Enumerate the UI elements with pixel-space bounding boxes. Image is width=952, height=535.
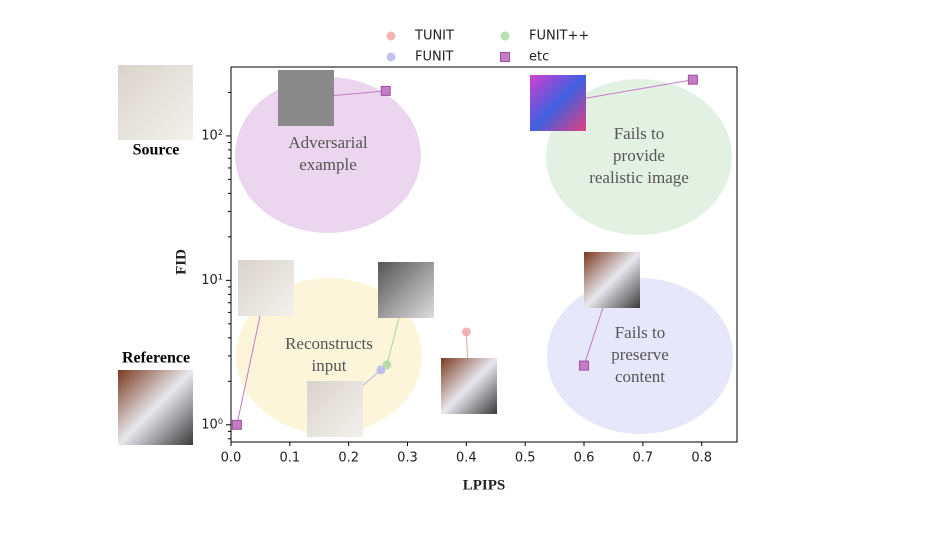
legend-marker (386, 31, 396, 41)
legend-label: etc (529, 50, 549, 65)
image (584, 252, 640, 308)
x-tick-label: 0.0 (221, 451, 242, 466)
legend-item: FUNIT (386, 50, 454, 65)
legend-label: TUNIT (414, 29, 454, 44)
annotation: content (615, 367, 665, 386)
point (380, 85, 391, 96)
annotation: Fails to (614, 124, 665, 143)
x-tick-label: 0.4 (456, 451, 477, 466)
image (307, 381, 363, 437)
annotation: preserve (611, 345, 669, 364)
image (118, 370, 193, 445)
image (441, 358, 497, 414)
image (118, 65, 193, 140)
image (278, 70, 334, 126)
x-tick-label: 0.3 (397, 451, 418, 466)
plot-frame (230, 66, 738, 443)
point (376, 365, 386, 375)
region (236, 278, 422, 434)
y-axis-label: FID (173, 249, 189, 275)
x-tick-label: 0.6 (574, 451, 595, 466)
point (461, 327, 471, 337)
legend-marker (500, 31, 510, 41)
region (547, 278, 733, 434)
point (382, 360, 392, 370)
y-tick-label: 10¹ (201, 273, 223, 288)
legend-item: etc (500, 50, 549, 65)
side-label: Reference (122, 350, 190, 367)
point (231, 419, 242, 430)
annotation: realistic image (589, 168, 689, 187)
legend-item: TUNIT (386, 29, 454, 44)
image (378, 262, 434, 318)
annotation: example (299, 155, 357, 174)
x-tick-label: 0.5 (515, 451, 536, 466)
legend-marker (500, 52, 510, 62)
legend-item: FUNIT++ (500, 29, 589, 44)
x-tick-label: 0.7 (633, 451, 654, 466)
point (687, 74, 698, 85)
y-tick-label: 10² (201, 128, 223, 143)
region (546, 79, 732, 235)
annotation: Adversarial (288, 133, 368, 152)
annotation: Reconstructs (285, 334, 373, 353)
annotation: input (312, 356, 347, 375)
x-tick-label: 0.8 (691, 451, 712, 466)
y-tick-label: 10⁰ (201, 417, 223, 432)
legend-label: FUNIT (415, 50, 454, 65)
annotation: provide (613, 146, 665, 165)
x-tick-label: 0.1 (279, 451, 300, 466)
x-tick-label: 0.2 (338, 451, 359, 466)
legend-marker (386, 52, 396, 62)
x-axis-label: LPIPS (463, 477, 506, 493)
annotation: Fails to (615, 323, 666, 342)
side-label: Source (133, 142, 180, 159)
image (530, 75, 586, 131)
point (579, 360, 590, 371)
thumbnails (118, 65, 193, 445)
legend-label: FUNIT++ (529, 29, 589, 44)
image (238, 260, 294, 316)
